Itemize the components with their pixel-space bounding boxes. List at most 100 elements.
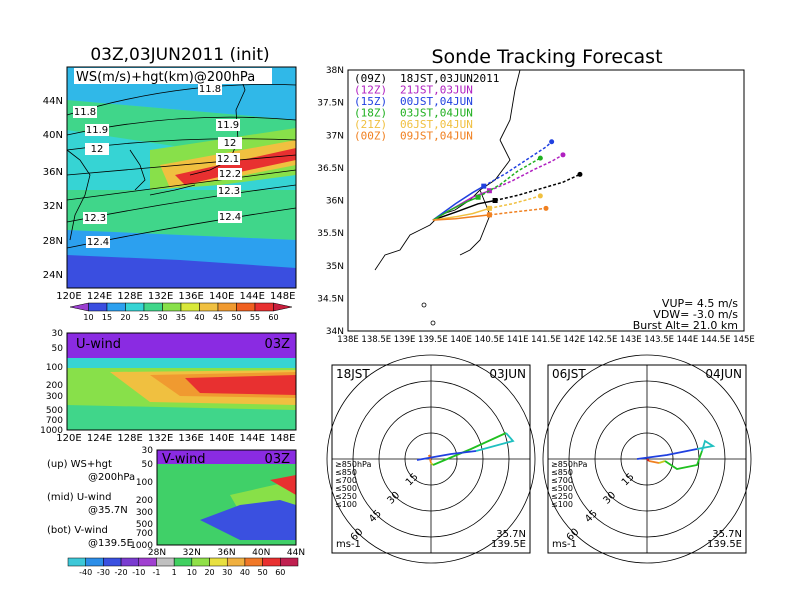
contour-label-bg xyxy=(216,153,240,165)
hodograph-level-legend: ≥850hPa xyxy=(335,460,372,469)
uwind-band-upper xyxy=(67,358,296,368)
burst-marker xyxy=(486,205,492,211)
vwind-lat-tick: 28N xyxy=(148,548,166,558)
uwind-lon-tick: 148E xyxy=(270,433,295,444)
contour-label: 12.4 xyxy=(87,237,109,248)
contour-12.2 xyxy=(66,169,297,201)
track-legend-code: (12Z) xyxy=(354,84,387,97)
track-lat-tick: 35.5N xyxy=(317,229,344,239)
colorbar-swatch xyxy=(162,302,182,312)
contour-label: 12.3 xyxy=(84,213,106,224)
uwind-pressure-tick: 100 xyxy=(46,363,63,373)
track-map-frame xyxy=(347,69,745,332)
map-lat-tick-label: 28N xyxy=(43,236,63,247)
burst-param: Burst Alt= 21.0 km xyxy=(633,319,738,332)
ws-map-panel: 11.8 11.8 11.9 11.9 12 12 12.1 12.2 12.3 12.3 12.4… xyxy=(43,66,297,322)
contour-label: 12 xyxy=(224,138,237,149)
track-legend-code: (00Z) xyxy=(354,130,387,143)
burst-marker xyxy=(481,183,487,189)
contour-label-bg xyxy=(216,119,240,131)
track-lat-ticks: 38N 37.5N 37N 36.5N 36N 35.5N 35N 34.5N 34N xyxy=(317,66,344,337)
map-lon-tick-label: 120E xyxy=(56,291,81,302)
hodograph-trace xyxy=(428,454,432,464)
vwind-frame xyxy=(156,449,297,546)
vwind-time: 03Z xyxy=(265,452,291,467)
contour-label-bg xyxy=(218,168,242,180)
island-outline xyxy=(430,320,436,326)
hodograph-level-legend: ≤700 xyxy=(551,476,573,485)
track-descent-line xyxy=(489,207,547,216)
map-lon-tick-label: 132E xyxy=(148,291,173,302)
vwind-colorbar-tick: 30 xyxy=(222,568,232,577)
contour-label: 12.3 xyxy=(218,186,240,197)
contour-label: 11.9 xyxy=(86,125,108,136)
track-ascent-line xyxy=(432,185,485,221)
colorbar-tick-label: 10 xyxy=(83,313,93,322)
contour-label: 12.4 xyxy=(219,212,241,223)
vwind-lat-tick: 32N xyxy=(183,548,201,558)
vwind-colorbar-tick: 1 xyxy=(172,568,177,577)
vwind-colorbar-swatch xyxy=(103,557,122,567)
hodograph-2: 06JST 04JUN15304560≥850hPa≤850≤700≤500≤25… xyxy=(542,354,752,564)
vwind-lat-tick: 36N xyxy=(217,548,235,558)
burst-marker xyxy=(486,212,492,218)
uwind-lon-tick: 132E xyxy=(148,433,173,444)
burst-marker xyxy=(475,194,481,200)
hodograph-ring xyxy=(542,354,752,564)
colorbar-swatch xyxy=(236,302,256,312)
map-lon-tick-label: 144E xyxy=(239,291,264,302)
track-descent-line xyxy=(489,154,564,192)
map-frame xyxy=(66,66,297,289)
vwind-colorbar-tick: -40 xyxy=(79,568,92,577)
track-legend: (09Z) 18JST,03JUN2011 (12Z) 21JST,03JUN (15Z… xyxy=(354,72,499,143)
vwind-colorbar-swatch xyxy=(67,557,86,567)
contour-label-bg xyxy=(83,212,107,224)
hodograph-level-legend: ≤250 xyxy=(335,492,357,501)
colorbar-swatch xyxy=(217,302,237,312)
colorbar-swatch xyxy=(199,302,219,312)
colorbar-tick-label: 50 xyxy=(231,313,241,322)
vwind-colorbar-tick: 60 xyxy=(275,568,285,577)
map-lat-ticks: 44N 40N 36N 32N 28N 24N xyxy=(43,96,63,281)
track-ascent-line xyxy=(432,214,490,221)
landing-marker xyxy=(537,193,543,199)
uwind-band-low xyxy=(67,410,296,430)
track-legend-code: (21Z) xyxy=(354,118,387,131)
vwind-pressure-tick: 50 xyxy=(142,460,154,470)
vwind-label: V-wind xyxy=(162,452,206,467)
colorbar-tick-label: 40 xyxy=(194,313,204,322)
hodograph-date-label: 03JUN xyxy=(489,367,526,381)
contour-label-bg xyxy=(218,211,242,223)
uwind-pressure-tick: 300 xyxy=(46,392,63,402)
contour-label-bg xyxy=(198,83,222,95)
uwind-pressure-tick: 1000 xyxy=(40,426,63,436)
hodograph-date-label: 04JUN xyxy=(705,367,742,381)
vwind-band-negative xyxy=(200,500,296,540)
hodograph-trace xyxy=(416,450,477,461)
contour-label-bg xyxy=(85,143,109,155)
track-legend-time: 03JST,04JUN xyxy=(400,107,473,120)
map-lon-tick-label: 148E xyxy=(270,291,295,302)
vwind-lat-tick: 44N xyxy=(287,548,305,558)
legend-line: @139.5E xyxy=(88,538,133,549)
colorbar-tick-label: 15 xyxy=(102,313,112,322)
track-lat-tick: 37.5N xyxy=(317,99,344,109)
hodograph-trace xyxy=(664,450,703,470)
vwind-colorbar-swatch xyxy=(156,557,175,567)
track-lon-tick: 138.5E xyxy=(361,335,391,345)
uwind-lon-ticks: 120E 124E 128E 132E 136E 140E 144E 148E xyxy=(56,433,295,444)
map-lon-tick-label: 136E xyxy=(178,291,203,302)
legend-line: (up) WS+hgt xyxy=(47,459,112,470)
uwind-band-top xyxy=(67,333,296,358)
colorbar-tick-label: 25 xyxy=(139,313,149,322)
colorbar-swatch xyxy=(273,302,293,312)
vwind-colorbar-tick: -1 xyxy=(152,568,160,577)
vwind-colorbar: -40 -30 -20 -10 -1 1 10 20 30 40 50 60 xyxy=(67,557,299,577)
uwind-label: U-wind xyxy=(76,337,121,352)
vwind-colorbar-tick: -20 xyxy=(115,568,128,577)
contour-label-bg xyxy=(85,124,109,136)
left-title: 03Z,03JUN2011 (init) xyxy=(90,45,269,65)
track-descent-line xyxy=(489,195,541,210)
hodograph-unit: ms-1 xyxy=(336,539,361,550)
